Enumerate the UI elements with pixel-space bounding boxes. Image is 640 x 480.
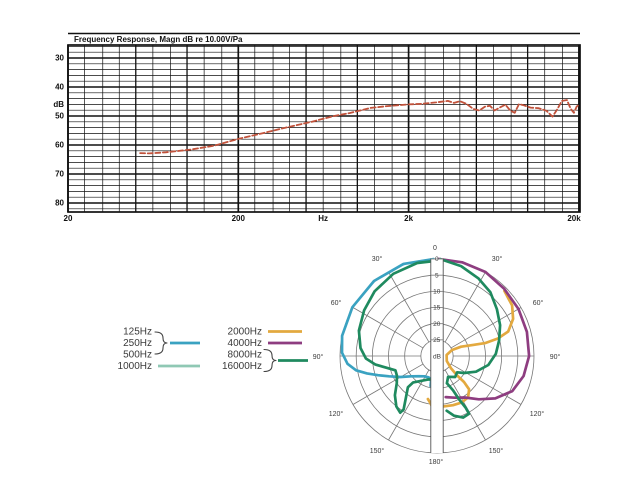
label: 125Hz (123, 327, 152, 338)
label: 500Hz (123, 350, 152, 361)
label: 250Hz (123, 338, 152, 349)
label: dB (433, 354, 441, 361)
frequency-response-curve (139, 99, 580, 155)
label: 180° (429, 458, 444, 466)
label: 16000Hz (222, 361, 262, 372)
label: 30 (55, 54, 64, 63)
label: 20k (567, 214, 581, 223)
chart-title: Frequency Response, Magn dB re 10.00V/Pa (74, 35, 243, 44)
label: 1000Hz (118, 361, 152, 372)
label: 2k (404, 214, 413, 223)
label: 200 (232, 214, 246, 223)
label: 60° (533, 299, 544, 307)
label: 120° (530, 410, 545, 418)
label: Hz (318, 214, 328, 223)
label: 30° (372, 255, 383, 263)
polar-curve-8000-16000Hz (439, 257, 502, 419)
freq-y-axis-labels: 30 40 dB 50 60 70 80 (53, 54, 64, 208)
polar-curves (340, 257, 531, 419)
label: 120° (329, 410, 344, 418)
label: 150° (370, 447, 385, 455)
label: 70 (55, 170, 64, 179)
label: 90° (550, 353, 561, 361)
label: 150° (489, 447, 504, 455)
label: 5 (435, 272, 439, 279)
label: 10 (433, 289, 441, 296)
legend-brace (263, 348, 277, 373)
label: 90° (313, 353, 324, 361)
label: 60 (55, 141, 64, 150)
label: 2000Hz (228, 327, 262, 338)
polar-curve-125-500Hz-left-outer (340, 257, 435, 388)
label: 0 (435, 256, 439, 263)
label: 30° (492, 255, 503, 263)
label: 20 (64, 214, 73, 223)
legend-brace (154, 331, 168, 355)
polar-db-scale-slot: 0 5 10 15 20 25 dB (430, 256, 444, 453)
polar-curve-left-inner-green (357, 258, 444, 415)
polar-curve-4000Hz (437, 257, 531, 401)
label: 80 (55, 199, 64, 208)
label: 4000Hz (228, 338, 262, 349)
label: 50 (55, 112, 64, 121)
label: 60° (331, 299, 342, 307)
response-curve-path (139, 99, 580, 155)
label: 0 (433, 245, 437, 252)
label: 25 (433, 337, 441, 344)
label: 20 (433, 321, 441, 328)
label: 8000Hz (228, 350, 262, 361)
polar-angle-labels: 0 30° 30° 60° 60° 90° 90° 120° 120° 150° 150° 180° (313, 245, 561, 466)
label: 15 (433, 305, 441, 312)
label: 40 (55, 83, 64, 92)
frequency-response-chart: Frequency Response, Magn dB re 10.00V/Pa… (53, 32, 582, 223)
polar-curve-2000Hz (426, 289, 515, 411)
freq-x-axis-labels: 20 200 Hz 2k 20k (64, 214, 582, 223)
freq-grid (67, 32, 581, 213)
polar-pattern-chart: 0 5 10 15 20 25 dB 0 30° 30° 60° 60° 90° 90° 120° 120°… (313, 245, 561, 466)
label: dB (53, 100, 64, 109)
